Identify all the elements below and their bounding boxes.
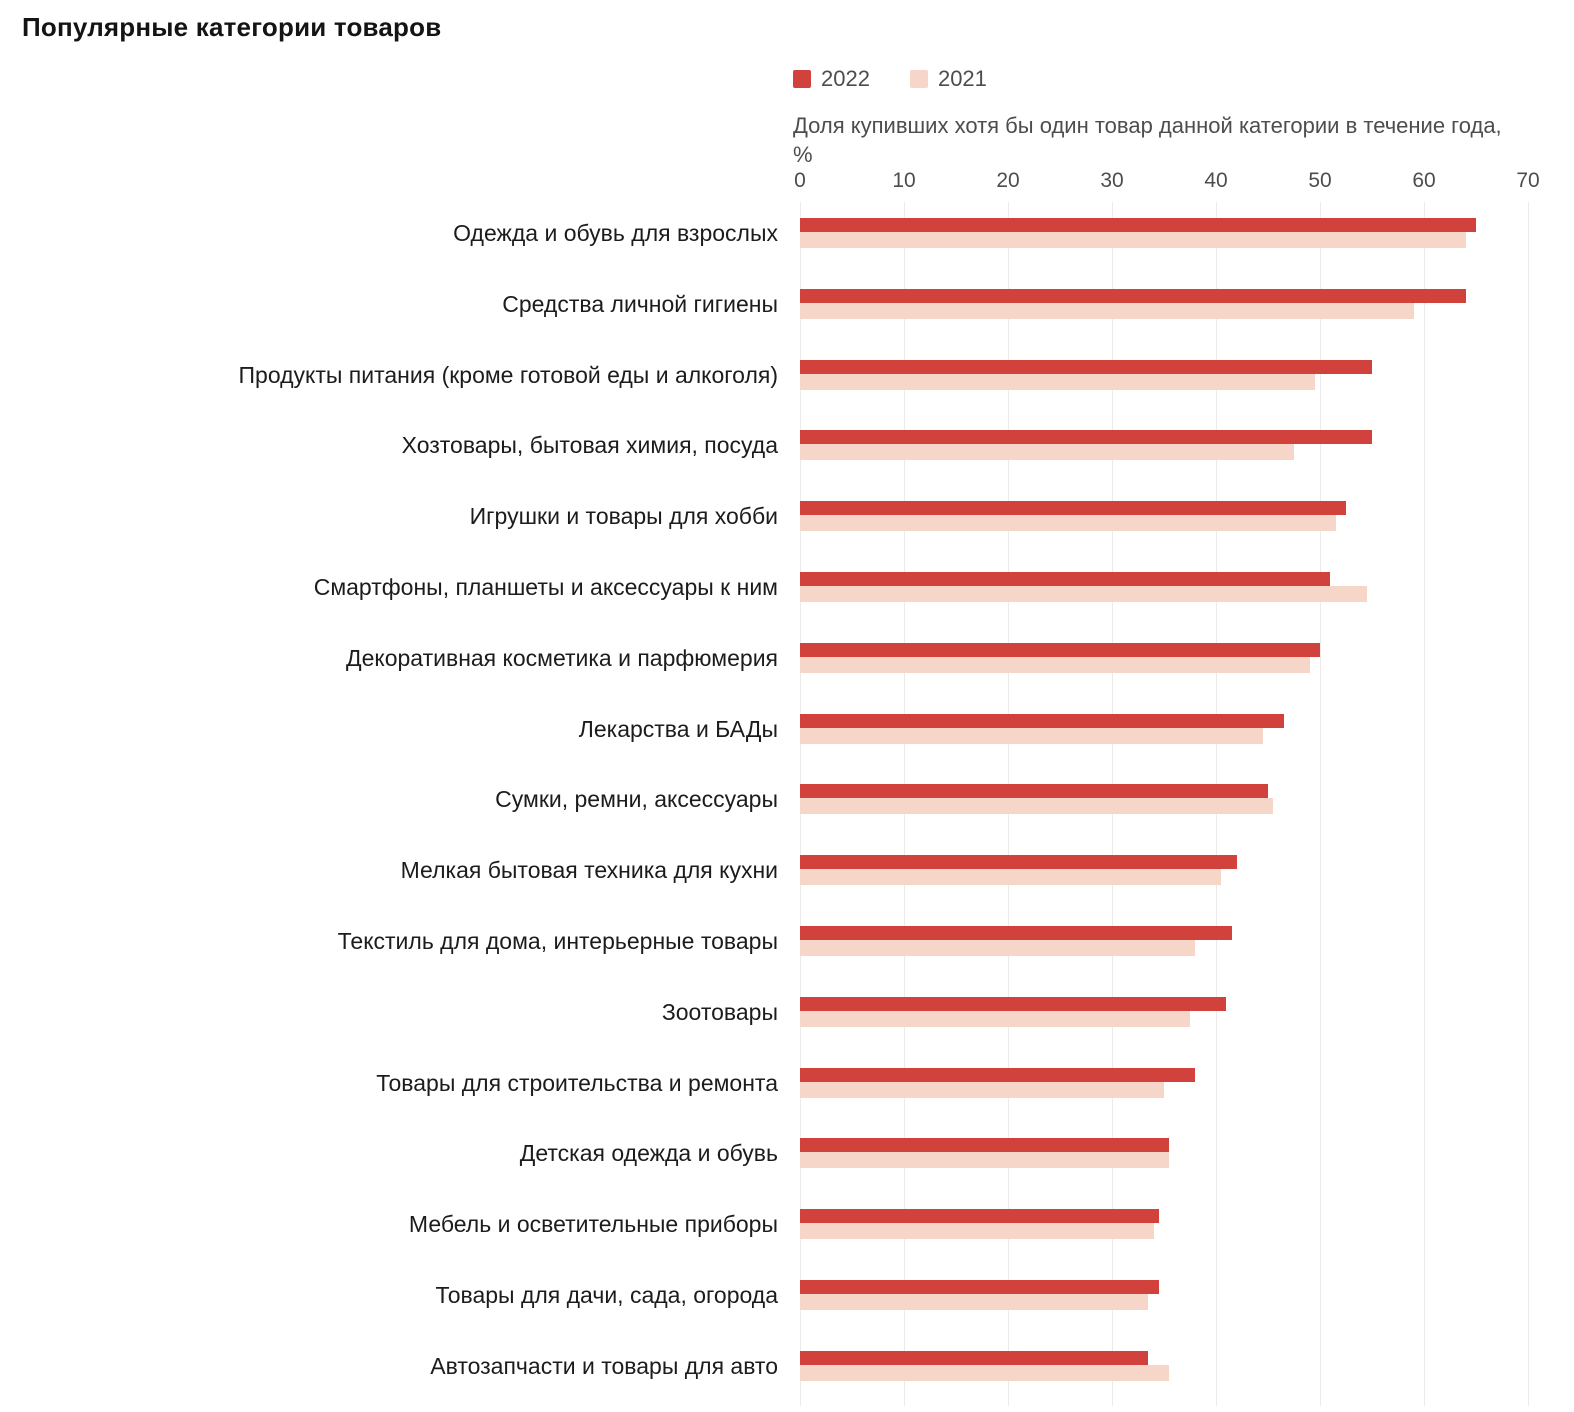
gridline: [1528, 202, 1529, 1406]
bar-2021: [800, 656, 1310, 673]
bar-2021: [800, 1294, 1149, 1310]
x-tick-label: 50: [1308, 169, 1332, 192]
bar-2021: [800, 798, 1274, 815]
bar-2021: [800, 727, 1263, 744]
bar-2022: [800, 642, 1320, 657]
bar-2022: [800, 996, 1227, 1011]
bar-2021: [800, 1364, 1170, 1381]
x-tick-label: 0: [794, 169, 806, 192]
bar-2022: [800, 1280, 1159, 1294]
category-label: Одежда и обувь для взрослых: [453, 220, 778, 246]
legend-swatch-2021: [909, 70, 928, 88]
bar-2022: [800, 1067, 1196, 1082]
category-label: Продукты питания (кроме готовой еды и ал…: [238, 361, 779, 388]
bar-2021: [800, 515, 1336, 532]
legend-item-2022: 2022: [793, 66, 870, 92]
bar-2022: [800, 218, 1476, 232]
category-label: Смартфоны, планшеты и аксессуары к ним: [313, 574, 778, 600]
x-tick-label: 70: [1516, 169, 1540, 192]
bar-2022: [800, 926, 1232, 940]
category-label: Товары для строительства и ремонта: [376, 1069, 778, 1096]
bar-2021: [800, 1010, 1190, 1027]
bar-2021: [800, 1081, 1164, 1098]
bar-2021: [800, 232, 1466, 248]
gridline: [1424, 202, 1425, 1406]
bar-2022: [800, 1138, 1170, 1153]
x-tick-label: 40: [1204, 169, 1228, 192]
category-label: Игрушки и товары для хобби: [469, 503, 778, 530]
bar-2022: [800, 288, 1466, 303]
bar-2022: [800, 572, 1331, 586]
category-label: Средства личной гигиены: [502, 290, 778, 317]
category-label: Товары для дачи, сада, огорода: [435, 1282, 778, 1308]
x-tick-label: 60: [1412, 169, 1436, 192]
legend-item-2021: 2021: [909, 66, 987, 92]
bar-2021: [800, 586, 1367, 602]
x-tick-label: 20: [996, 169, 1020, 192]
category-label: Мебель и осветительные приборы: [408, 1211, 778, 1238]
legend-label-2021: 2021: [937, 66, 987, 91]
bar-2022: [800, 855, 1237, 870]
bar-2022: [800, 1209, 1159, 1224]
category-label: Сумки, ремни, аксессуары: [495, 786, 778, 813]
legend: 2022 2021: [793, 66, 987, 92]
bar-2021: [800, 444, 1294, 461]
bar-2022: [800, 430, 1372, 445]
legend-swatch-2022: [793, 70, 811, 88]
x-tick-label: 30: [1100, 169, 1124, 192]
bar-2021: [800, 1223, 1154, 1240]
category-label: Лекарства и БАДы: [578, 715, 778, 742]
bar-2022: [800, 359, 1372, 374]
category-label: Текстиль для дома, интерьерные товары: [337, 928, 778, 954]
bar-2021: [800, 373, 1315, 390]
bar-2021: [800, 302, 1414, 319]
bar-2022: [800, 784, 1268, 799]
category-label: Мелкая бытовая техника для кухни: [400, 857, 778, 884]
bar-2022: [800, 1350, 1149, 1365]
x-tick-label: 10: [892, 169, 916, 192]
legend-label-2022: 2022: [821, 66, 870, 91]
category-label: Зоотовары: [661, 998, 778, 1025]
category-label: Декоративная косметика и парфюмерия: [346, 644, 778, 671]
bar-2022: [800, 501, 1346, 516]
bar-2021: [800, 940, 1196, 956]
chart-title: Популярные категории товаров: [22, 12, 442, 42]
axis-subtitle: Доля купивших хотя бы один товар данной …: [793, 113, 1502, 167]
bar-2021: [800, 1152, 1170, 1169]
bar-2021: [800, 869, 1222, 886]
gridline: [1320, 202, 1321, 1406]
bar-2022: [800, 713, 1284, 728]
category-label: Автозапчасти и товары для авто: [430, 1352, 778, 1379]
category-label: Хозтовары, бытовая химия, посуда: [401, 432, 778, 459]
category-label: Детская одежда и обувь: [519, 1140, 778, 1167]
